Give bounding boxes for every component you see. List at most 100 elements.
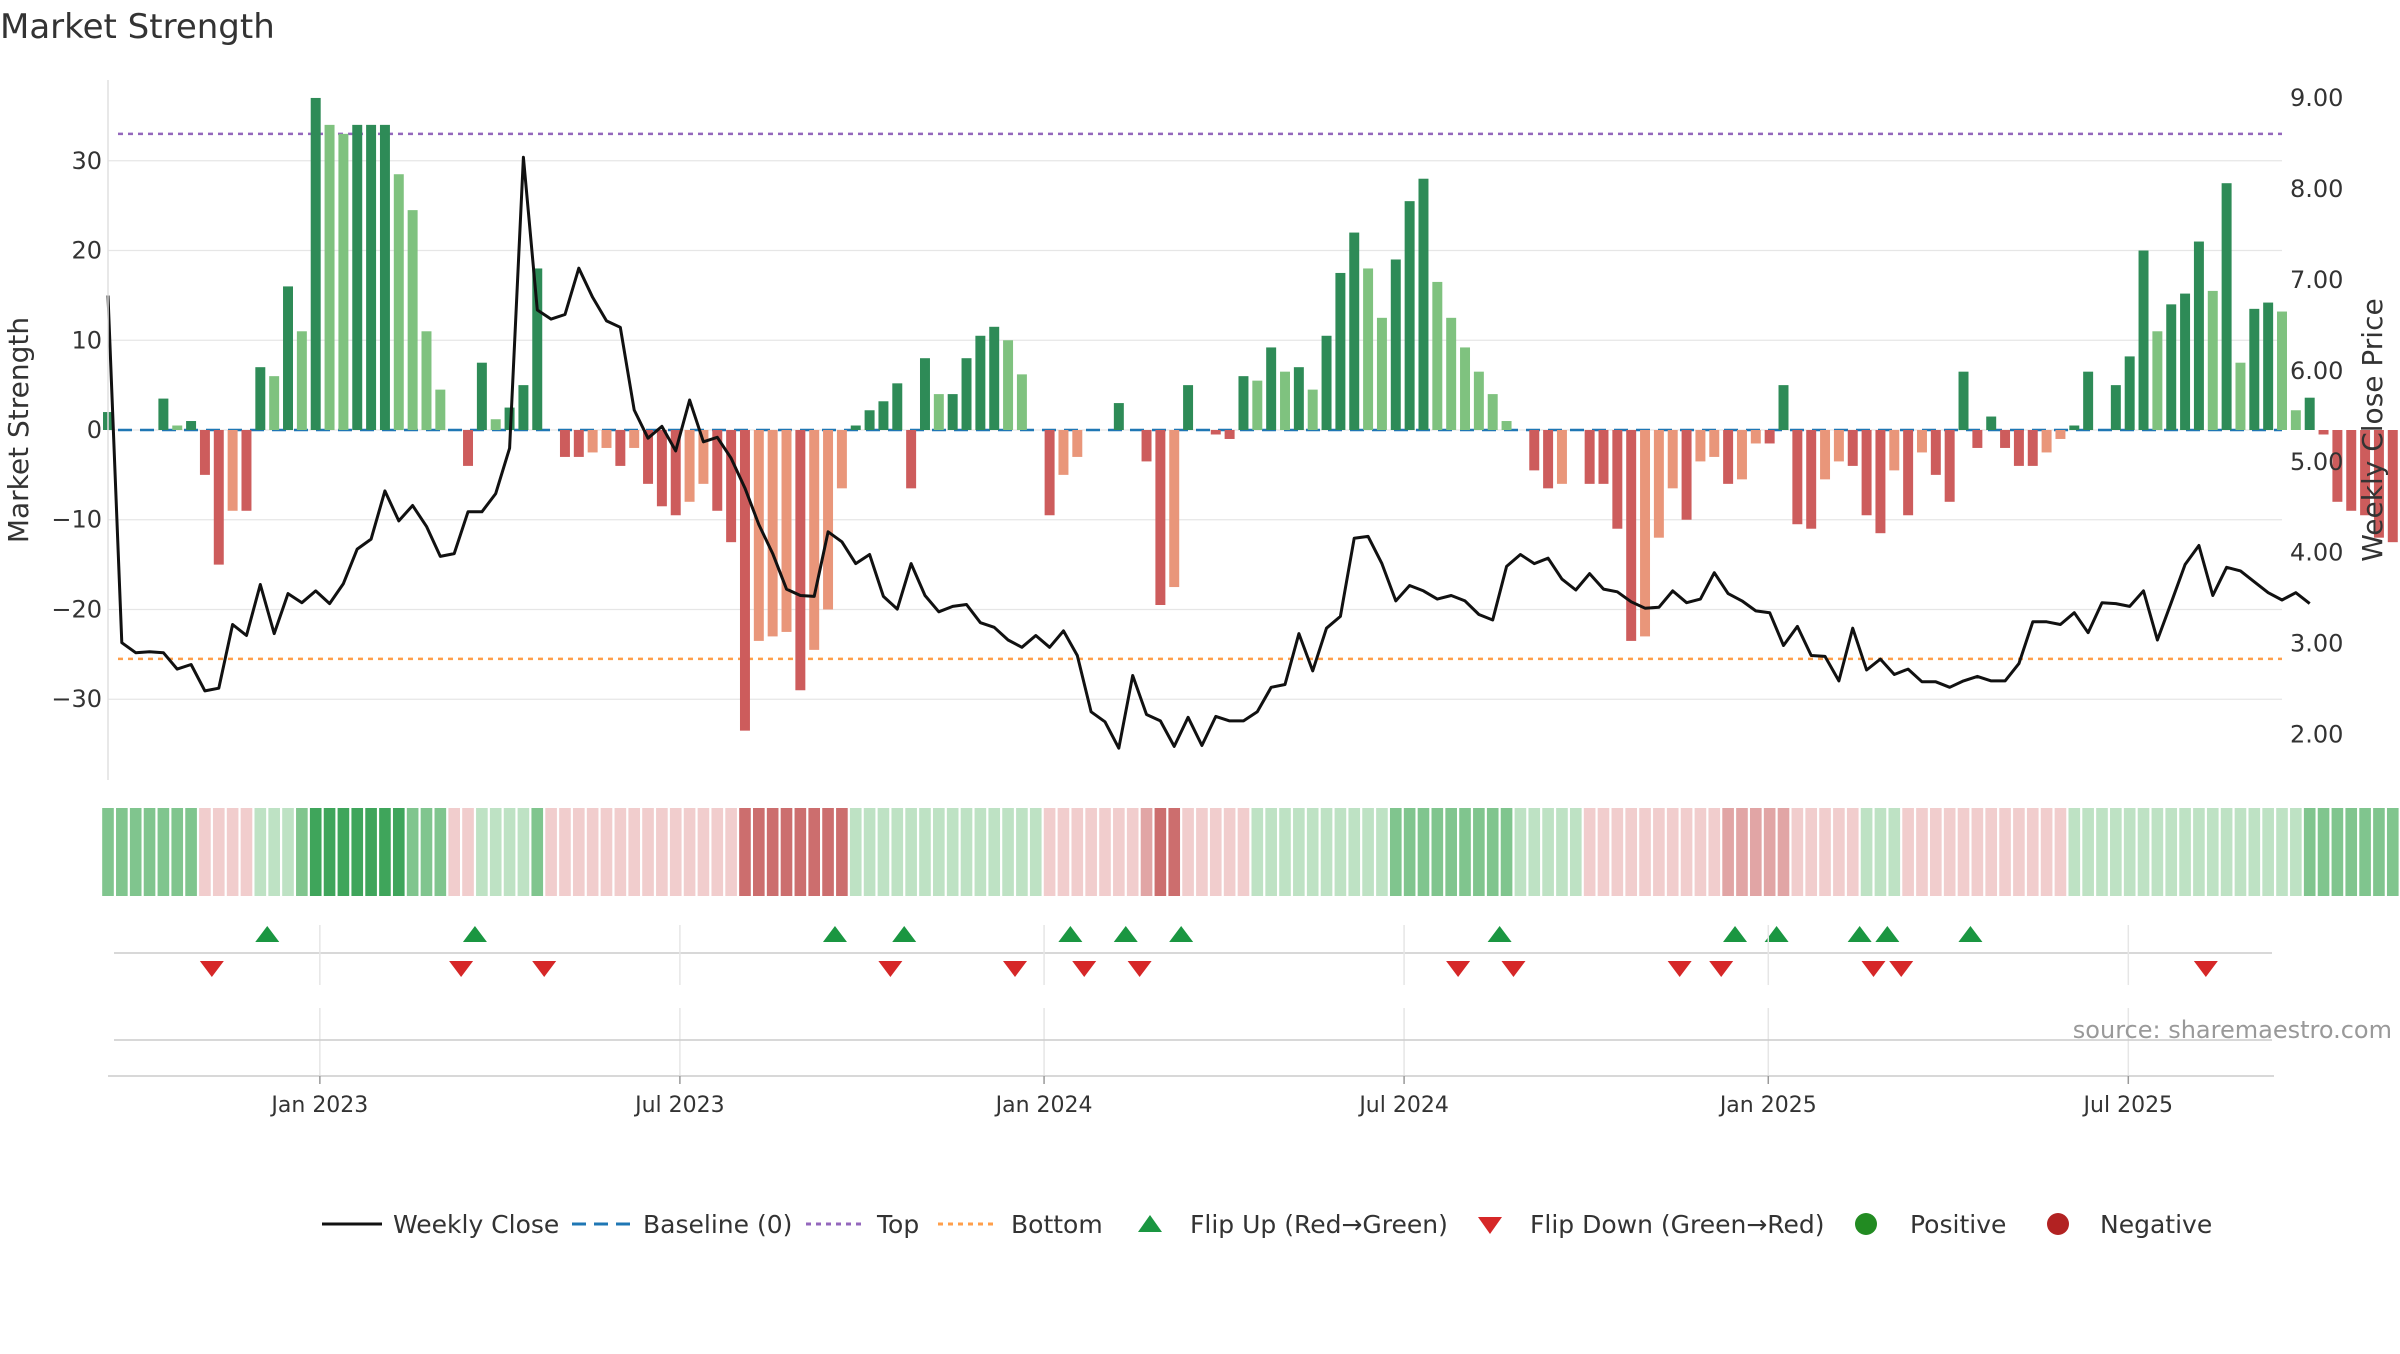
band-cell — [2110, 808, 2122, 896]
strength-bar — [338, 133, 349, 430]
strength-bar — [2069, 425, 2080, 430]
band-cell — [1653, 808, 1665, 896]
band-cell — [1985, 808, 1998, 896]
band-cell — [1334, 808, 1347, 896]
band-cell — [1431, 808, 1444, 896]
strength-bar — [2027, 430, 2038, 466]
band-cell — [2123, 808, 2136, 896]
strength-bar — [919, 358, 930, 430]
strength-bar — [573, 430, 584, 457]
strength-bar — [753, 430, 764, 641]
band-cell — [1209, 808, 1222, 896]
strength-bar — [1252, 380, 1263, 430]
band-cell — [863, 808, 876, 896]
flip-up-marker — [1847, 926, 1872, 942]
strength-bar — [1183, 385, 1194, 430]
strength-bar — [1224, 430, 1235, 439]
band-cell — [1542, 808, 1554, 896]
band-cell — [1694, 808, 1707, 896]
strength-bar — [1944, 430, 1955, 502]
band-cell — [1251, 808, 1264, 896]
band-cell — [337, 808, 350, 896]
strength-bar — [2110, 385, 2121, 430]
band-cell — [2054, 808, 2067, 896]
strength-bar — [698, 430, 709, 484]
strength-bar — [1543, 430, 1554, 489]
flip-up-marker — [462, 926, 487, 942]
strength-bar — [739, 430, 750, 731]
band-cell — [1930, 808, 1942, 896]
strength-bar — [296, 331, 307, 430]
strength-bar — [2221, 183, 2232, 430]
band-cell — [849, 808, 862, 896]
band-cell — [683, 808, 696, 896]
x-tick-label: Jan 2025 — [1718, 1093, 1817, 1118]
band-cell — [1500, 808, 1513, 896]
right-tick-label: 7.00 — [2290, 266, 2343, 294]
legend-negative-label: Negative — [2100, 1210, 2212, 1239]
band-cell — [822, 808, 834, 896]
band-cell — [946, 808, 959, 896]
strength-bar — [1307, 389, 1318, 430]
flip-down-marker — [1861, 961, 1886, 977]
strength-bar — [1003, 340, 1014, 430]
right-tick-label: 8.00 — [2290, 175, 2343, 203]
strength-bar — [1861, 430, 1872, 516]
strength-bar — [172, 425, 183, 430]
right-tick-label: 6.00 — [2290, 357, 2343, 385]
strength-bar — [1487, 394, 1498, 430]
strength-bar — [1820, 430, 1831, 480]
legend-baseline-label: Baseline (0) — [643, 1210, 792, 1239]
strength-bar — [241, 430, 252, 511]
band-cell — [1999, 808, 2011, 896]
band-cell — [282, 808, 294, 896]
strength-bar — [2360, 430, 2371, 516]
band-cell — [2331, 808, 2344, 896]
strength-bar — [1141, 430, 1152, 462]
band-cell — [1556, 808, 1568, 896]
strength-bar — [1667, 430, 1678, 489]
band-cell — [1389, 808, 1402, 896]
band-cell — [1362, 808, 1374, 896]
strength-bar — [393, 174, 404, 430]
band-cell — [185, 808, 197, 896]
strength-bar — [379, 124, 390, 430]
right-tick-label: 5.00 — [2290, 448, 2343, 476]
band-cell — [503, 808, 516, 896]
band-cell — [1666, 808, 1679, 896]
band-cell — [766, 808, 779, 896]
band-cell — [102, 808, 114, 896]
flip-up-marker — [822, 926, 847, 942]
band-cell — [2040, 808, 2053, 896]
strength-bar — [1280, 371, 1290, 430]
band-cell — [905, 808, 917, 896]
strength-bar — [1556, 430, 1567, 484]
band-cell — [974, 808, 987, 896]
band-cell — [1708, 808, 1721, 896]
band-cell — [1126, 808, 1139, 896]
band-cell — [600, 808, 613, 896]
band-cell — [780, 808, 793, 896]
strength-bar — [1653, 430, 1664, 538]
strength-bar — [1598, 430, 1609, 484]
strength-bar — [2055, 430, 2066, 439]
band-cell — [448, 808, 460, 896]
strength-bar — [2387, 430, 2398, 543]
strength-bar — [781, 430, 792, 632]
flip-down-marker — [532, 961, 557, 977]
band-cell — [226, 808, 239, 896]
band-cell — [794, 808, 807, 896]
strength-bar — [2318, 430, 2329, 435]
x-axis: Jan 2023 Jul 2023 Jan 2024 Jul 2024 Jan 2025… — [108, 925, 2274, 1118]
strength-bar — [2346, 430, 2357, 511]
flip-up-marker — [1113, 926, 1138, 942]
band-cell — [143, 808, 156, 896]
band-cell — [1182, 808, 1194, 896]
band-cell — [2193, 808, 2205, 896]
strength-bar — [1155, 430, 1166, 605]
strength-heat-band — [102, 808, 2399, 896]
band-cell — [1113, 808, 1125, 896]
strength-bar — [310, 97, 321, 430]
strength-bar — [726, 430, 737, 543]
axes: 30 20 10 0 −10 −20 −30 9.00 8.00 7.00 6.00 5.00 4.00… — [2, 80, 2389, 780]
